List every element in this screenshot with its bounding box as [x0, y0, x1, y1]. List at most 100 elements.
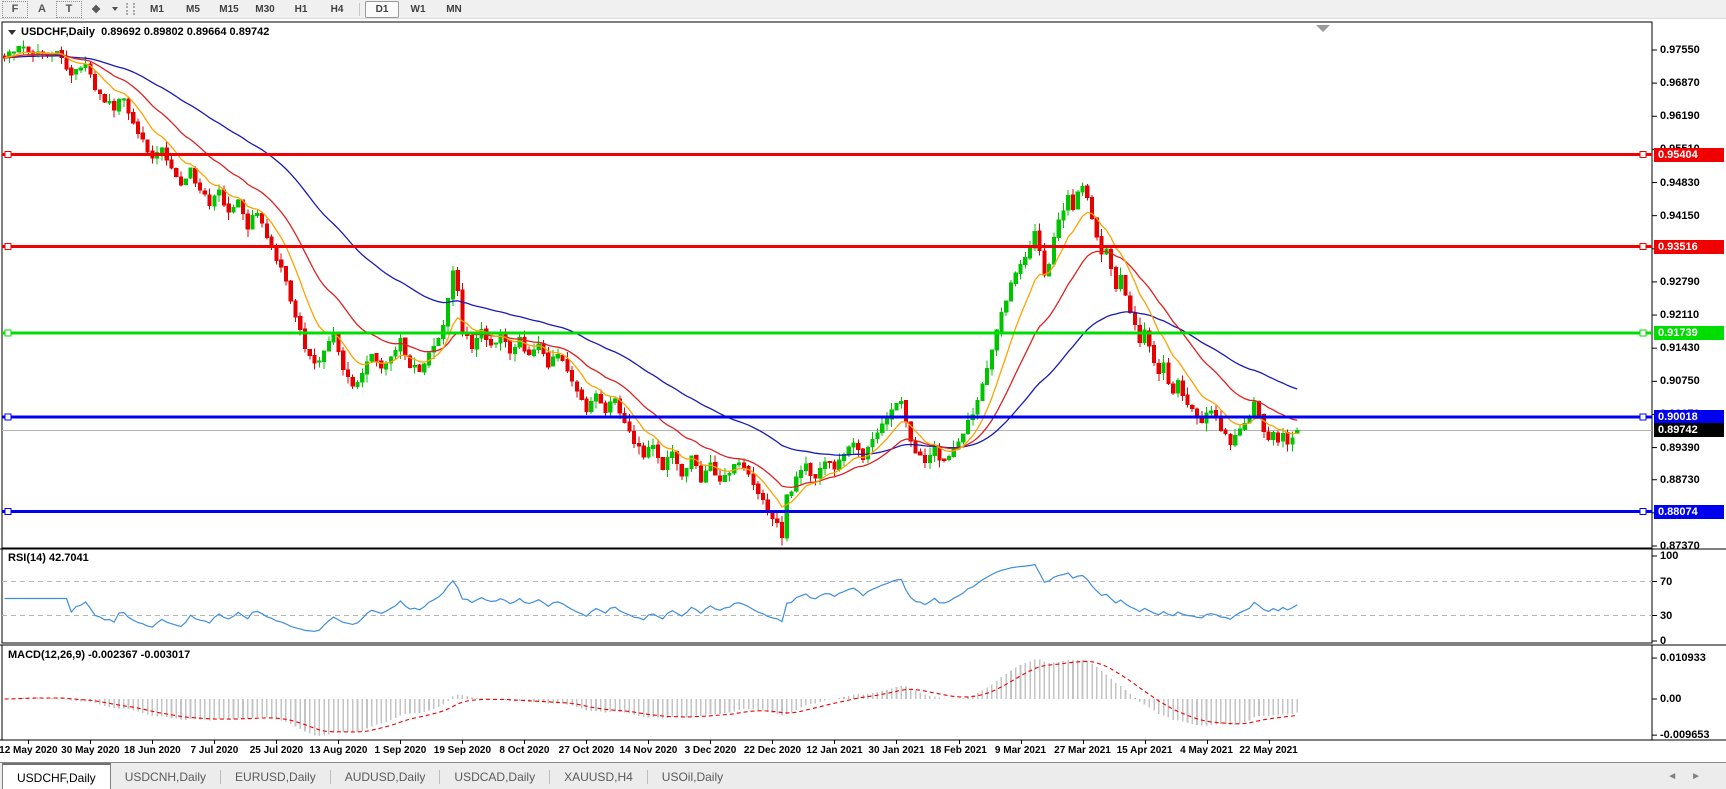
date-tick-mark — [648, 740, 650, 744]
date-tick-mark — [1144, 740, 1146, 744]
chart-tab-usdcad[interactable]: USDCAD,Daily — [454, 769, 536, 784]
date-tick-mark — [958, 740, 960, 744]
macd-indicator-label: MACD(12,26,9) -0.002367 -0.003017 — [8, 649, 191, 661]
price-tick-label: 0.96870 — [1660, 77, 1700, 90]
macd-tick-label: -0.009653 — [1660, 729, 1710, 742]
chart-shift-marker-icon[interactable] — [1316, 25, 1330, 32]
tab-scroll-right-icon[interactable]: ► — [1691, 771, 1701, 782]
date-tick-mark — [1268, 740, 1270, 744]
date-tick-label: 12 Jan 2021 — [806, 745, 863, 756]
top-toolbar: F A T ❖ M1 M5 M15 M30 H1 H4 D1 W1 MN — [0, 0, 1726, 19]
date-tick-label: 22 Dec 2020 — [743, 745, 802, 756]
text-label-tool-icon[interactable]: A — [38, 3, 46, 15]
level-price-tag[interactable]: 0.91739 — [1654, 326, 1724, 341]
chart-tab-bar: USDCHF,Daily USDCNH,Daily EURUSD,Daily AUDU… — [0, 762, 1726, 789]
date-tick-label: 18 Jun 2020 — [124, 745, 181, 756]
date-tick-label: 12 May 2020 — [0, 745, 58, 756]
timeframe-button-h4[interactable]: H4 — [330, 3, 344, 15]
chart-tab-usoil[interactable]: USOil,Daily — [661, 769, 724, 784]
price-tick-label: 0.92110 — [1660, 309, 1700, 322]
date-tick-mark — [896, 740, 898, 744]
timeframe-toolbar: M1 M5 M15 M30 H1 H4 D1 W1 MN — [139, 0, 472, 18]
chart-title-ohlc: 0.89692 0.89802 0.89664 0.89742 — [101, 26, 270, 38]
level-price-tag[interactable]: 0.90018 — [1654, 409, 1724, 424]
date-tick-label: 30 May 2020 — [61, 745, 120, 756]
arrows-tool-icon[interactable]: ❖ — [91, 3, 101, 16]
tab-divider — [549, 769, 551, 784]
text-tool-icon[interactable]: T — [56, 0, 82, 18]
timeframe-button-d1[interactable]: D1 — [365, 0, 399, 18]
date-tick-label: 15 Apr 2021 — [1116, 745, 1173, 756]
chart-tab-audusd[interactable]: AUDUSD,Daily — [344, 769, 426, 784]
date-tick-mark — [772, 740, 774, 744]
date-tick-label: 7 Jul 2020 — [190, 745, 239, 756]
current-price-tag: 0.89742 — [1654, 423, 1724, 438]
date-tick-label: 25 Jul 2020 — [249, 745, 304, 756]
chart-tab-xauusd[interactable]: XAUUSD,H4 — [564, 769, 633, 784]
moving-average-lines — [4, 51, 1298, 508]
date-tick-mark — [524, 740, 526, 744]
date-tick-mark — [152, 740, 154, 744]
date-tick-mark — [834, 740, 836, 744]
arrows-dropdown-caret-icon[interactable] — [112, 7, 118, 11]
price-tick-label: 0.94150 — [1660, 209, 1700, 222]
date-tick-label: 1 Sep 2020 — [374, 745, 427, 756]
rsi-tick-label: 70 — [1660, 575, 1673, 588]
date-tick-mark — [90, 740, 92, 744]
timeframe-button-m15[interactable]: M15 — [219, 3, 239, 15]
tab-divider — [329, 769, 331, 784]
timeframe-button-h1[interactable]: H1 — [294, 3, 308, 15]
chart-tab-usdchf[interactable]: USDCHF,Daily — [2, 763, 111, 789]
price-tick-label: 0.96190 — [1660, 110, 1700, 123]
chart-tab-usdcnh[interactable]: USDCNH,Daily — [124, 769, 207, 784]
date-tick-mark — [400, 740, 402, 744]
tab-divider — [439, 769, 441, 784]
cursor-tool-icon[interactable]: F — [2, 0, 28, 18]
date-tick-label: 27 Oct 2020 — [558, 745, 615, 756]
price-tick-label: 0.94830 — [1660, 176, 1700, 189]
rsi-tick-label: 30 — [1660, 609, 1673, 622]
price-tick-label: 0.89390 — [1660, 441, 1700, 454]
price-tick-label: 0.88730 — [1660, 473, 1700, 486]
date-tick-label: 3 Dec 2020 — [684, 745, 737, 756]
rsi-panel — [2, 563, 1652, 632]
date-tick-label: 9 Mar 2021 — [994, 745, 1047, 756]
chart-canvas[interactable] — [0, 19, 1726, 762]
rsi-tick-label: 100 — [1660, 550, 1679, 562]
chart-title-symbol: USDCHF,Daily — [21, 26, 95, 38]
level-price-tag[interactable]: 0.88074 — [1654, 504, 1724, 519]
price-tick-label: 0.92790 — [1660, 275, 1700, 288]
tab-scroll-left-icon[interactable]: ◄ — [1667, 771, 1678, 782]
timeframe-button-m30[interactable]: M30 — [255, 3, 275, 15]
price-tick-label: 0.97550 — [1660, 44, 1700, 56]
price-tick-label: 0.87370 — [1660, 540, 1700, 552]
tab-divider — [220, 769, 222, 784]
date-tick-label: 18 Feb 2021 — [930, 745, 987, 756]
level-price-tag[interactable]: 0.95404 — [1654, 147, 1724, 162]
tab-divider — [646, 769, 648, 784]
toolbar-separator — [359, 2, 360, 16]
toolbar-grip[interactable] — [126, 3, 135, 15]
date-tick-mark — [1082, 740, 1084, 744]
tab-scroll-arrows: ◄ ► — [1660, 763, 1726, 789]
date-tick-mark — [338, 740, 340, 744]
chart-window[interactable]: USDCHF,Daily 0.89692 0.89802 0.89664 0.8… — [0, 19, 1726, 762]
date-tick-label: 22 May 2021 — [1239, 745, 1298, 756]
date-tick-mark — [1206, 740, 1208, 744]
timeframe-button-m5[interactable]: M5 — [186, 3, 200, 15]
timeframe-button-w1[interactable]: W1 — [410, 3, 426, 15]
symbol-dropdown-caret-icon[interactable] — [8, 30, 16, 35]
date-tick-mark — [710, 740, 712, 744]
timeframe-button-m1[interactable]: M1 — [150, 3, 164, 15]
timeframe-button-mn[interactable]: MN — [446, 3, 462, 15]
level-price-tag[interactable]: 0.93516 — [1654, 239, 1724, 254]
date-tick-mark — [28, 740, 30, 744]
price-tick-label: 0.91430 — [1660, 342, 1700, 355]
macd-tick-label: 0.010933 — [1660, 652, 1706, 665]
horizontal-level-lines[interactable] — [2, 151, 1652, 516]
date-tick-mark — [462, 740, 464, 744]
chart-tab-eurusd[interactable]: EURUSD,Daily — [235, 769, 316, 784]
candlestick-series — [3, 40, 1300, 546]
date-tick-mark — [586, 740, 588, 744]
